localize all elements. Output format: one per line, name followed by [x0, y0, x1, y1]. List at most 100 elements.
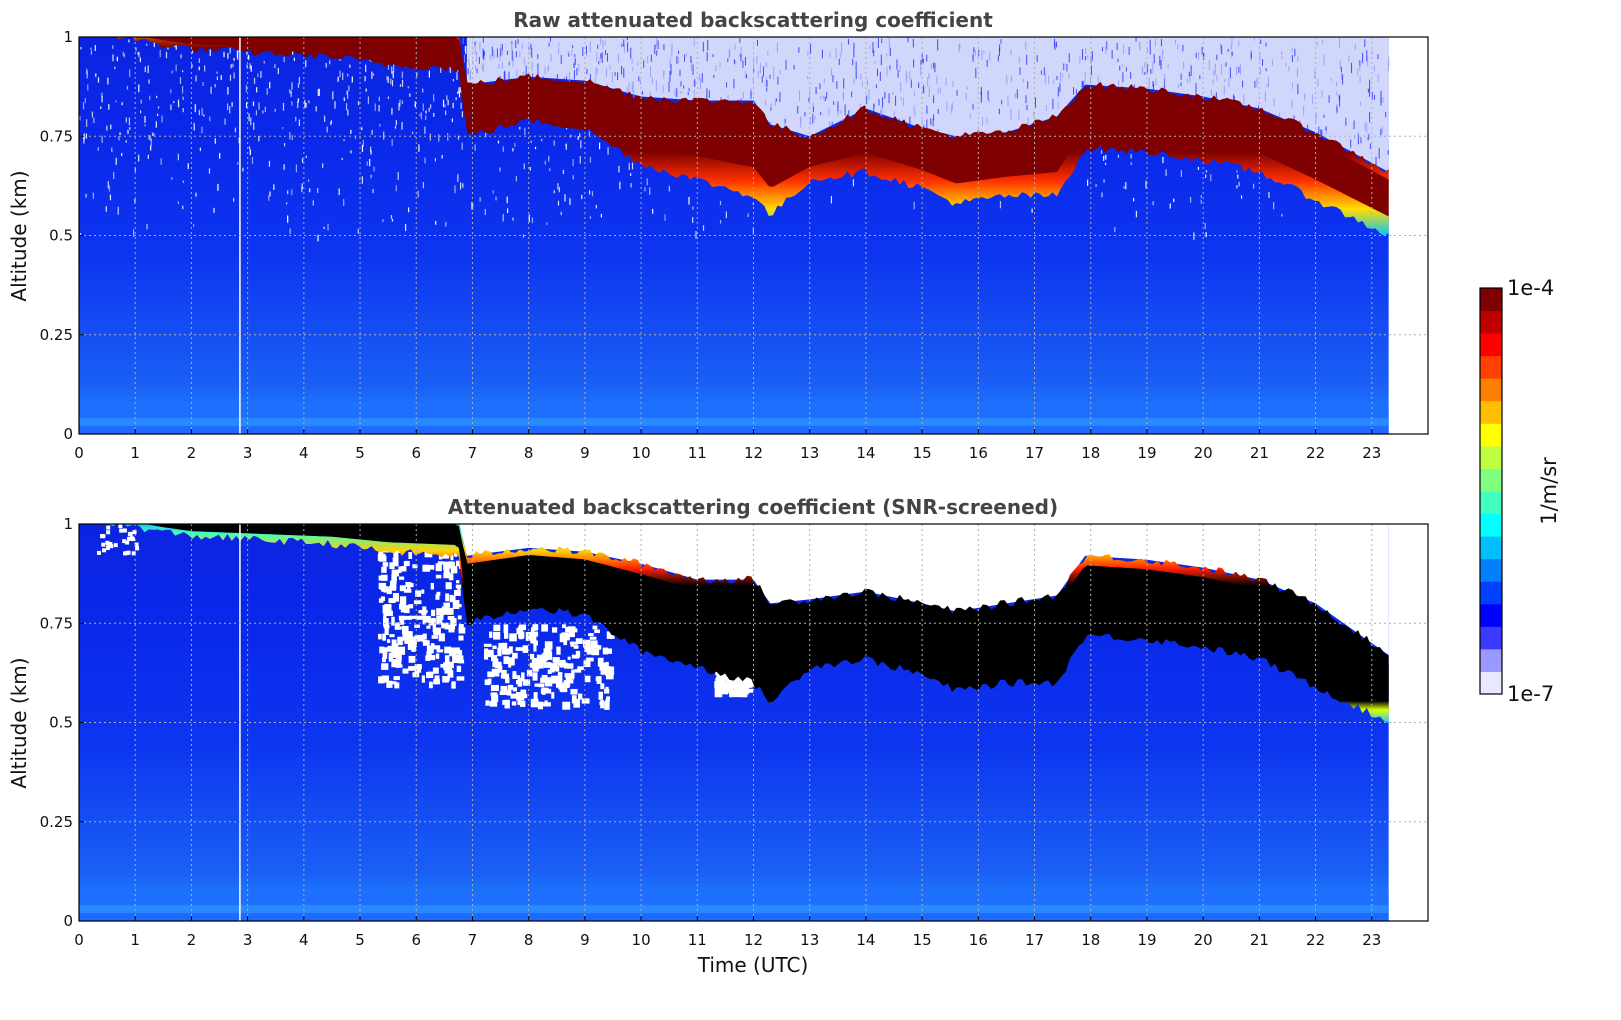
noise-streak	[685, 52, 687, 57]
noise-speck	[1103, 155, 1105, 161]
screened-cell	[399, 585, 406, 592]
noise-speck	[442, 99, 445, 108]
noise-streak	[752, 77, 754, 83]
x-tick-label: 12	[744, 931, 763, 949]
noise-speck	[595, 204, 597, 209]
noise-speck	[114, 66, 116, 70]
noise-speck	[301, 183, 303, 190]
noise-streak	[537, 71, 539, 76]
noise-streak	[1297, 83, 1299, 95]
noise-streak	[504, 70, 506, 81]
noise-streak	[842, 92, 844, 102]
screened-cell	[411, 645, 417, 650]
noise-streak	[1388, 56, 1390, 66]
noise-streak	[611, 72, 613, 83]
noise-streak	[1105, 46, 1107, 54]
noise-speck	[534, 146, 537, 150]
noise-streak	[1000, 39, 1002, 44]
noise-streak	[568, 53, 570, 57]
noise-streak	[1273, 98, 1275, 107]
noise-speck	[1104, 162, 1107, 166]
noise-streak	[499, 53, 501, 61]
noise-streak	[872, 42, 874, 54]
noise-speck	[374, 103, 376, 111]
screened-cell	[96, 550, 101, 555]
screened-cell	[491, 684, 499, 692]
noise-streak	[1045, 105, 1047, 111]
noise-streak	[1254, 80, 1256, 88]
noise-streak	[1250, 51, 1252, 60]
noise-streak	[1339, 60, 1341, 69]
noise-streak	[762, 66, 764, 77]
screened-cell	[489, 701, 498, 707]
noise-streak	[1307, 124, 1309, 131]
screened-cell	[533, 640, 538, 646]
noise-speck	[146, 43, 148, 47]
noise-streak	[482, 48, 484, 59]
noise-speck	[390, 215, 393, 219]
noise-streak	[853, 42, 855, 49]
noise-streak	[586, 68, 588, 75]
noise-streak	[1133, 84, 1135, 89]
noise-speck	[214, 84, 216, 88]
noise-speck	[301, 187, 303, 193]
screened-cell	[409, 615, 417, 619]
noise-speck	[150, 138, 152, 146]
screened-cell	[498, 642, 504, 650]
noise-streak	[719, 62, 721, 68]
noise-speck	[371, 71, 373, 79]
noise-streak	[998, 108, 1000, 115]
noise-streak	[859, 103, 861, 109]
screened-cell	[515, 647, 523, 651]
screened-cell	[393, 549, 401, 554]
noise-speck	[198, 109, 200, 116]
noise-speck	[1238, 181, 1240, 187]
noise-streak	[628, 82, 630, 92]
noise-speck	[372, 188, 374, 194]
noise-speck	[191, 50, 194, 54]
noise-streak	[678, 50, 680, 54]
noise-streak	[1075, 89, 1077, 95]
noise-streak	[727, 94, 729, 100]
noise-streak	[1085, 48, 1087, 55]
screened-cell	[126, 550, 131, 555]
noise-speck	[1145, 180, 1147, 189]
noise-streak	[1119, 65, 1121, 71]
noise-speck	[318, 88, 320, 96]
noise-streak	[922, 87, 924, 93]
noise-speck	[649, 187, 651, 195]
noise-streak	[1268, 76, 1270, 88]
noise-speck	[560, 211, 562, 216]
noise-streak	[1362, 52, 1364, 64]
noise-streak	[820, 95, 822, 100]
noise-speck	[330, 121, 332, 126]
x-tick-label: 1	[130, 444, 140, 462]
noise-speck	[293, 57, 295, 62]
noise-speck	[251, 157, 254, 165]
x-tick-label: 12	[744, 444, 763, 462]
screened-cell	[540, 677, 547, 683]
noise-streak	[1007, 95, 1009, 107]
noise-speck	[113, 171, 115, 180]
x-tick-label: 9	[580, 444, 590, 462]
noise-streak	[809, 89, 811, 99]
noise-speck	[695, 230, 697, 239]
noise-streak	[1014, 93, 1016, 99]
noise-streak	[855, 70, 857, 80]
noise-speck	[387, 76, 389, 83]
noise-speck	[309, 188, 311, 193]
screened-cell	[447, 561, 455, 567]
noise-speck	[373, 166, 375, 172]
noise-speck	[101, 92, 103, 98]
screened-cell	[490, 692, 498, 697]
noise-streak	[1152, 62, 1154, 74]
noise-streak	[1160, 39, 1162, 47]
screened-cell	[503, 656, 510, 664]
screened-cell	[729, 689, 734, 698]
screened-cell	[545, 677, 552, 681]
screened-cell	[106, 525, 111, 530]
noise-speck	[291, 189, 293, 196]
noise-speck	[398, 102, 400, 111]
noise-streak	[821, 49, 823, 59]
noise-streak	[1155, 78, 1157, 86]
